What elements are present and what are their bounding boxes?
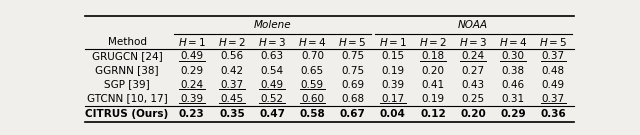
Text: 0.49: 0.49 xyxy=(180,51,204,61)
Text: CITRUS (Ours): CITRUS (Ours) xyxy=(86,109,169,119)
Text: 0.38: 0.38 xyxy=(502,65,525,75)
Text: 0.24: 0.24 xyxy=(461,51,484,61)
Text: 0.19: 0.19 xyxy=(421,94,444,104)
Text: 0.75: 0.75 xyxy=(341,65,364,75)
Text: 0.30: 0.30 xyxy=(502,51,525,61)
Text: 0.39: 0.39 xyxy=(180,94,204,104)
Text: Molene: Molene xyxy=(253,20,291,30)
Text: 0.75: 0.75 xyxy=(341,51,364,61)
Text: 0.65: 0.65 xyxy=(301,65,324,75)
Text: 0.48: 0.48 xyxy=(542,65,565,75)
Text: $H = 3$: $H = 3$ xyxy=(258,36,286,48)
Text: 0.68: 0.68 xyxy=(341,94,364,104)
Text: 0.67: 0.67 xyxy=(340,109,365,119)
Text: 0.69: 0.69 xyxy=(341,80,364,90)
Text: $H = 4$: $H = 4$ xyxy=(298,36,326,48)
Text: 0.54: 0.54 xyxy=(260,65,284,75)
Text: 0.39: 0.39 xyxy=(381,80,404,90)
Text: $H = 2$: $H = 2$ xyxy=(218,36,246,48)
Text: 0.58: 0.58 xyxy=(300,109,325,119)
Text: $H = 5$: $H = 5$ xyxy=(339,36,367,48)
Text: 0.37: 0.37 xyxy=(542,94,565,104)
Text: 0.35: 0.35 xyxy=(219,109,245,119)
Text: 0.43: 0.43 xyxy=(461,80,484,90)
Text: 0.59: 0.59 xyxy=(301,80,324,90)
Text: 0.20: 0.20 xyxy=(460,109,486,119)
Text: NOAA: NOAA xyxy=(458,20,488,30)
Text: 0.24: 0.24 xyxy=(180,80,204,90)
Text: 0.60: 0.60 xyxy=(301,94,324,104)
Text: 0.49: 0.49 xyxy=(542,80,565,90)
Text: 0.41: 0.41 xyxy=(421,80,444,90)
Text: SGP [39]: SGP [39] xyxy=(104,80,150,90)
Text: $H = 4$: $H = 4$ xyxy=(499,36,527,48)
Text: 0.27: 0.27 xyxy=(461,65,484,75)
Text: 0.56: 0.56 xyxy=(220,51,244,61)
Text: Method: Method xyxy=(108,37,147,47)
Text: 0.31: 0.31 xyxy=(502,94,525,104)
Text: 0.29: 0.29 xyxy=(500,109,526,119)
Text: 0.04: 0.04 xyxy=(380,109,406,119)
Text: 0.49: 0.49 xyxy=(260,80,284,90)
Text: 0.42: 0.42 xyxy=(220,65,244,75)
Text: 0.25: 0.25 xyxy=(461,94,484,104)
Text: $H = 3$: $H = 3$ xyxy=(459,36,487,48)
Text: 0.29: 0.29 xyxy=(180,65,204,75)
Text: 0.52: 0.52 xyxy=(260,94,284,104)
Text: GGRNN [38]: GGRNN [38] xyxy=(95,65,159,75)
Text: 0.70: 0.70 xyxy=(301,51,324,61)
Text: $H = 5$: $H = 5$ xyxy=(540,36,568,48)
Text: 0.15: 0.15 xyxy=(381,51,404,61)
Text: 0.17: 0.17 xyxy=(381,94,404,104)
Text: 0.18: 0.18 xyxy=(421,51,444,61)
Text: 0.19: 0.19 xyxy=(381,65,404,75)
Text: 0.46: 0.46 xyxy=(502,80,525,90)
Text: GTCNN [10, 17]: GTCNN [10, 17] xyxy=(87,94,168,104)
Text: $H = 2$: $H = 2$ xyxy=(419,36,447,48)
Text: $H = 1$: $H = 1$ xyxy=(178,36,206,48)
Text: $H = 1$: $H = 1$ xyxy=(379,36,407,48)
Text: GRUGCN [24]: GRUGCN [24] xyxy=(92,51,163,61)
Text: 0.12: 0.12 xyxy=(420,109,446,119)
Text: 0.37: 0.37 xyxy=(220,80,244,90)
Text: 0.45: 0.45 xyxy=(220,94,244,104)
Text: 0.63: 0.63 xyxy=(260,51,284,61)
Text: 0.47: 0.47 xyxy=(259,109,285,119)
Text: 0.36: 0.36 xyxy=(541,109,566,119)
Text: 0.20: 0.20 xyxy=(421,65,444,75)
Text: 0.37: 0.37 xyxy=(542,51,565,61)
Text: 0.23: 0.23 xyxy=(179,109,205,119)
